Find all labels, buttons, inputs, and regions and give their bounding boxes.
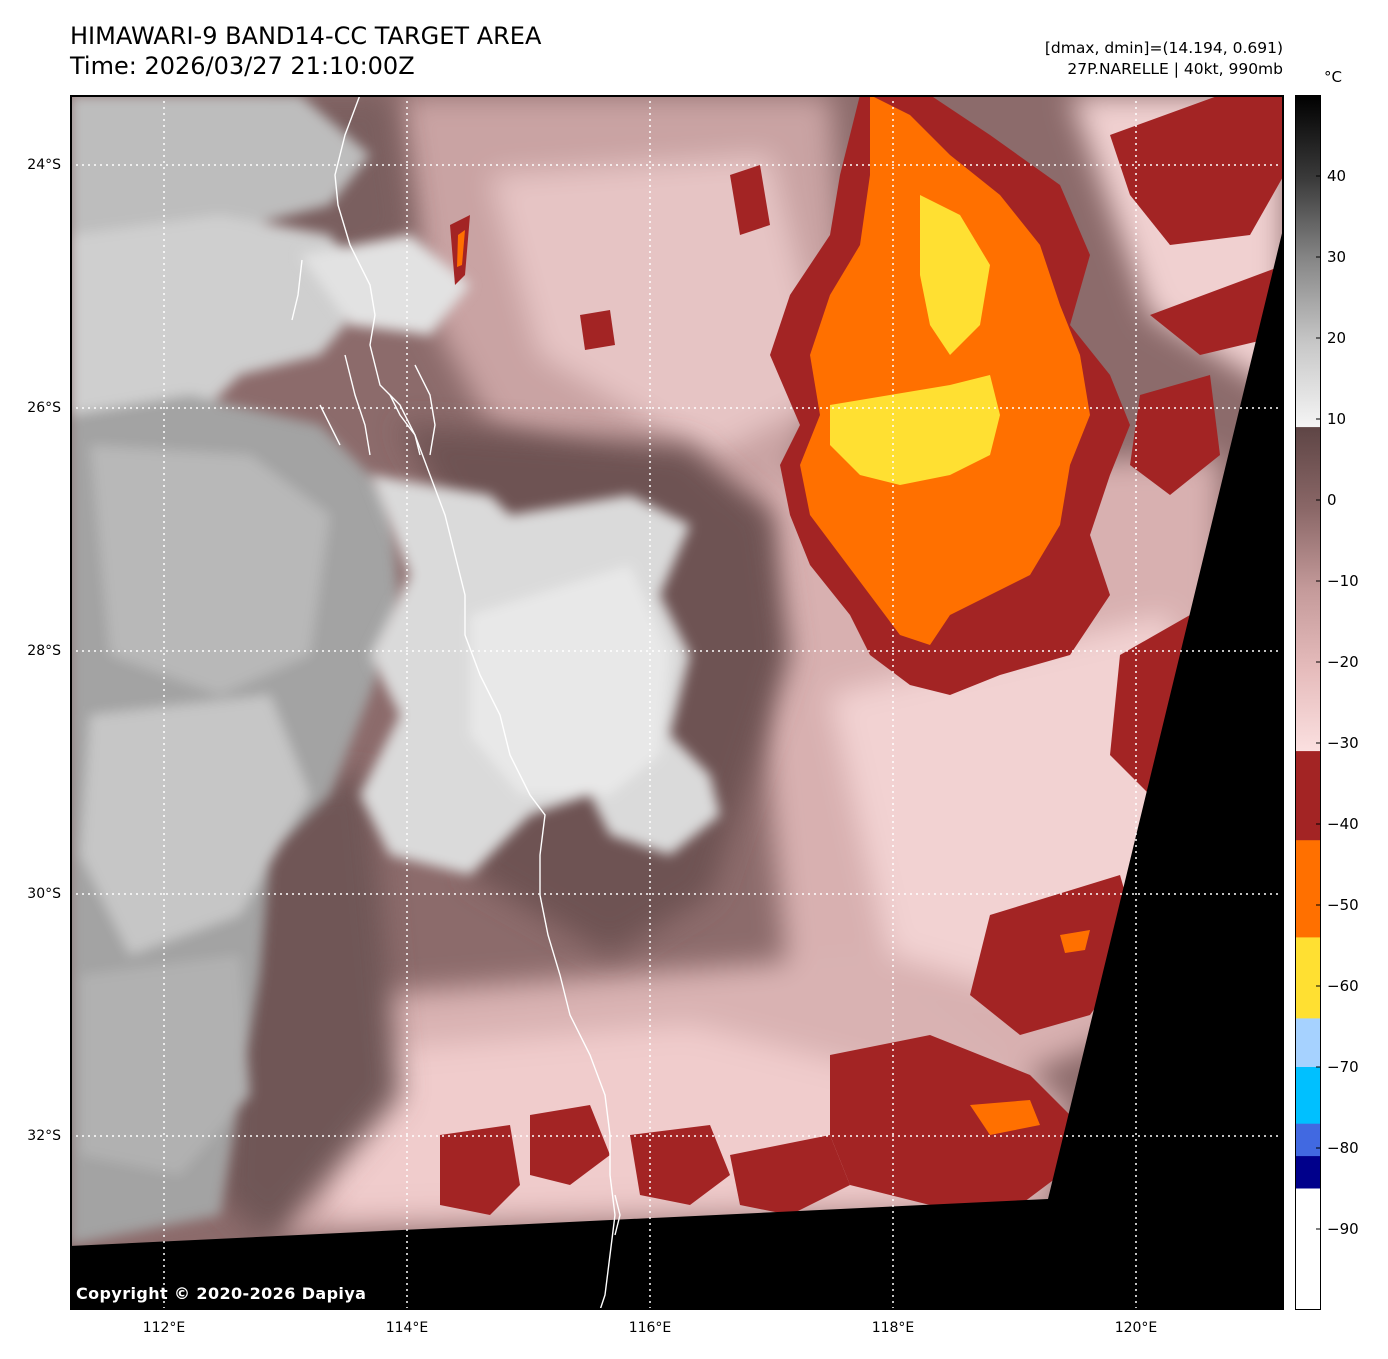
lon-label-120e: 120°E [1114,1320,1158,1336]
colorbar-frame [1295,95,1321,1310]
lat-label-28s: 28°S [27,643,61,659]
colorbar-segment [1295,840,1321,938]
lon-label-118e: 118°E [871,1320,915,1336]
colorbar-tick-label: −70 [1327,1058,1359,1076]
map-frame [70,95,1284,1310]
colorbar-segments [1295,95,1321,1310]
satellite-map [70,95,1284,1310]
colorbar-tick-label: −90 [1327,1220,1359,1238]
lon-label-114e: 114°E [385,1320,429,1336]
colorbar-tick-label: −20 [1327,653,1359,671]
colorbar [1295,95,1321,1310]
gray-low-clouds [70,95,400,1245]
southern-cold-patches [440,375,1220,1215]
colorbar-segment [1295,751,1321,841]
colorbar-segment [1295,1067,1321,1125]
colorbar-tick-label: 20 [1327,329,1347,347]
colorbar-tick-label: 10 [1327,410,1347,428]
colorbar-tick-label: −40 [1327,815,1359,833]
colorbar-segment [1295,1156,1321,1189]
map-image [70,95,1284,1310]
lat-label-30s: 30°S [27,886,61,902]
colorbar-segment [1295,95,1321,428]
colorbar-tick-label: −50 [1327,896,1359,914]
graticule [70,95,1284,1310]
coastline [291,95,621,1310]
colorbar-tick-label: 0 [1327,491,1337,509]
dmax-dmin-readout: [dmax, dmin]=(14.194, 0.691) [1044,39,1283,57]
lat-label-32s: 32°S [27,1128,61,1144]
colorbar-tick-label: 30 [1327,248,1347,266]
colorbar-segment [1295,937,1321,1019]
colorbar-tick-label: −30 [1327,734,1359,752]
colorbar-tick-label: −10 [1327,572,1359,590]
colorbar-tick-label: 40 [1327,167,1347,185]
no-data-region [70,225,1284,1310]
colorbar-segment [1295,427,1321,752]
lon-label-112e: 112°E [142,1320,186,1336]
convective-core [450,95,1284,695]
bright-cloud-mass [300,235,720,875]
colorbar-segment [1295,1123,1321,1157]
image-title: HIMAWARI-9 BAND14-CC TARGET AREA [70,22,542,50]
lat-label-26s: 26°S [27,400,61,416]
lon-label-116e: 116°E [628,1320,672,1336]
image-timestamp: Time: 2026/03/27 21:10:00Z [70,52,415,80]
colorbar-unit: °C [1324,68,1342,86]
colorbar-segment [1295,1188,1321,1310]
storm-info: 27P.NARELLE | 40kt, 990mb [1067,60,1283,78]
colorbar-tick-label: −60 [1327,977,1359,995]
colorbar-tick-label: −80 [1327,1139,1359,1157]
lat-label-24s: 24°S [27,157,61,173]
copyright-notice: Copyright © 2020-2026 Dapiya [76,1284,367,1303]
colorbar-segment [1295,1018,1321,1068]
